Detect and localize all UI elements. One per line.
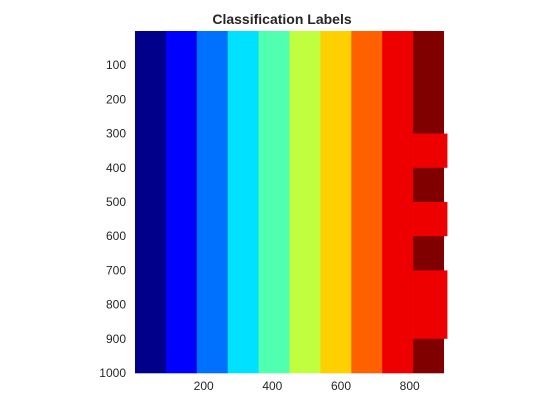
label-band-class-7 [320,31,352,374]
plot-area [135,31,448,374]
y-tick-label: 900 [106,332,126,346]
label-segment-class-10 [413,167,445,203]
label-band-class-6 [289,31,321,374]
y-tick-label: 200 [106,92,126,106]
y-tick-label: 600 [106,229,126,243]
label-segment-class-9 [413,202,445,237]
label-segment-class-9 [413,270,445,340]
label-segment-class-10 [413,31,445,134]
x-axis: 200 400 600 800 [194,379,420,393]
edge-notch [444,202,448,237]
label-band-class-9 [382,31,414,374]
label-band-class-3 [196,31,228,374]
x-tick-label: 200 [194,379,214,393]
label-band-class-2 [165,31,198,374]
label-band-class-4 [227,31,259,374]
label-band-class-5 [258,31,290,374]
y-tick-label: 1000 [99,366,126,380]
y-tick-label: 500 [106,195,126,209]
y-tick-label: 700 [106,263,126,277]
edge-notch [444,236,448,271]
x-tick-label: 800 [400,379,420,393]
label-band-class-1 [135,31,167,374]
label-segment-class-10 [413,236,445,271]
label-segment-class-9 [413,133,445,169]
edge-notch [444,270,448,340]
edge-notch [444,338,448,374]
chart-title: Classification Labels [212,11,351,27]
edge-notch [444,167,448,203]
label-segment-class-10 [413,338,445,374]
y-tick-label: 400 [106,161,126,175]
label-band-class-8 [351,31,383,374]
y-tick-label: 100 [106,58,126,72]
y-axis: 100 200 300 400 500 600 700 800 900 1000 [99,58,126,380]
y-tick-label: 800 [106,298,126,312]
x-tick-label: 400 [262,379,282,393]
x-tick-label: 600 [331,379,351,393]
edge-notch [444,133,448,169]
edge-notch [444,31,448,134]
y-tick-label: 300 [106,127,126,141]
